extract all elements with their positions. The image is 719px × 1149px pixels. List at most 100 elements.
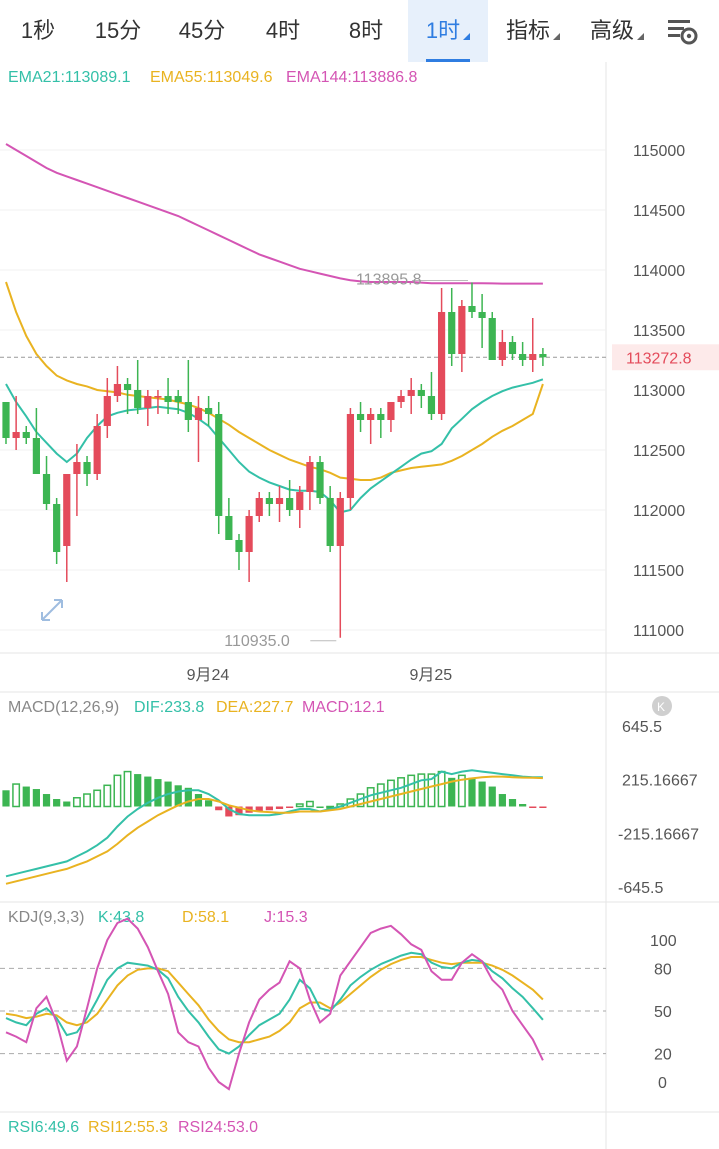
legend-ema21: EMA21:113089.1 [8,69,131,86]
candle [478,312,486,318]
tab-8h-label: 8时 [348,18,384,43]
macd-bar [397,777,406,808]
tab-1s[interactable]: 1秒 [8,0,68,62]
low-price-label: 110935.0 [224,633,290,650]
dropdown-corner-icon [637,33,644,40]
candle [83,462,91,474]
macd-bar [93,789,102,808]
candle [73,462,81,474]
price-tick-label: 112500 [633,443,685,460]
kdj-tick-label: 20 [654,1047,672,1064]
ema55-line [5,281,544,481]
macd-bar [194,794,203,807]
tab-8h[interactable]: 8时 [330,0,402,62]
macd-bar [12,783,21,808]
macd-bar [42,794,51,807]
tab-1h[interactable]: 1时 [408,0,488,62]
macd-bar [154,779,162,807]
candle [488,318,496,360]
candle [113,384,122,396]
expand-icon[interactable] [41,599,63,621]
kdj-legend-d: D:58.1 [182,909,229,926]
macd-bar [478,781,486,807]
chart-settings-icon[interactable] [664,14,704,48]
tab-45m[interactable]: 45分 [164,0,240,62]
kdj-legend-j: J:15.3 [264,909,308,926]
macd-bar [427,773,436,808]
price-tick-label: 113000 [633,383,685,400]
macd-bar [225,806,233,817]
tab-indicators[interactable]: 指标 [494,0,572,62]
macd-bar [113,774,122,808]
candle [63,474,71,546]
candle [154,396,162,398]
macd-bar [448,777,456,807]
tab-advanced-label: 高级 [589,18,634,43]
tab-15m[interactable]: 15分 [80,0,156,62]
macd-legend-dea: DEA:227.7 [216,699,293,716]
macd-bar [529,806,537,808]
candle [194,408,203,420]
candle [508,342,517,354]
kdj-legend-k: K:43.8 [98,909,144,926]
macd-bar [508,799,517,807]
ema144-line [5,143,543,285]
legend-ema144: EMA144:113886.8 [286,69,417,86]
macd-bar [103,784,112,808]
tab-45m-label: 45分 [178,18,226,43]
candle [367,414,375,420]
candle [306,462,314,492]
macd-bar [275,806,284,809]
candle [458,306,466,354]
candle [296,492,304,510]
macd-bar [437,770,446,808]
candle [356,414,365,420]
macd-bar [539,806,547,808]
tab-15m-label: 15分 [94,18,142,43]
candle [215,414,223,516]
price-tick-label: 111500 [633,563,684,580]
expand-icon-glyph [41,599,63,621]
candle [144,396,152,408]
macd-bar [305,800,314,808]
price-tick-label: 113500 [633,323,685,340]
price-tick-label: 114000 [633,263,685,280]
chart-area[interactable]: 115000 114500 114000 113500 113000 112500 1120… [0,62,719,1149]
candle [448,312,456,354]
macd-legend-macd: MACD:12.1 [302,699,385,716]
macd-bar [376,783,385,808]
dea-line [5,775,543,885]
dropdown-corner-icon [463,33,471,40]
current-price-tag [612,344,719,371]
macd-bar [53,799,61,807]
candle [519,354,527,360]
candle [164,396,172,402]
macd-bar [265,806,273,811]
macd-panel-label: MACD(12,26,9) [8,699,119,716]
candle [326,498,334,546]
collapse-indicator-icon[interactable] [652,696,672,716]
candle [255,498,263,516]
macd-bar [519,804,527,807]
candle [134,390,142,408]
macd-bar [123,770,132,808]
candle [427,396,436,414]
candle [205,408,213,414]
macd-bar [72,797,81,808]
tab-advanced[interactable]: 高级 [578,0,656,62]
macd-tick-label: 645.5 [622,719,662,736]
candle [2,402,10,438]
candle [265,498,273,504]
dropdown-corner-icon [553,33,560,40]
price-tick-label: 111000 [633,623,684,640]
kdj-tick-label: 80 [654,961,672,978]
rsi-legend-rsi24: RSI24:53.0 [178,1119,258,1136]
candle [346,414,355,498]
tab-indicators-label: 指标 [505,18,550,43]
macd-bar [32,789,40,807]
legend-ema55: EMA55:113049.6 [150,69,273,86]
candle [316,462,324,498]
timeframe-toolbar: 1秒 15分 45分 4时 8时 1时 指标 高级 [0,0,719,62]
tab-4h[interactable]: 4时 [250,0,316,62]
macd-bar [255,806,263,812]
